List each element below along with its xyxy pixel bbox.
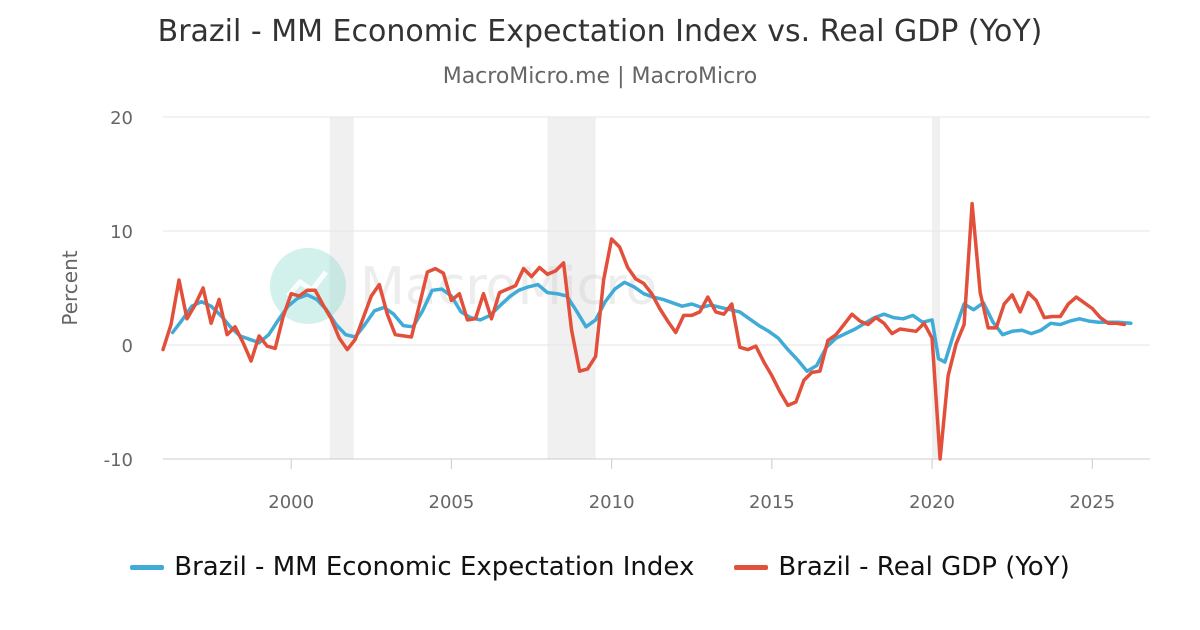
chart-subtitle: MacroMicro.me | MacroMicro [442, 64, 758, 89]
legend-swatch-blue [130, 564, 165, 570]
recession-band-2 [932, 117, 941, 459]
x-tick-label: 2010 [589, 492, 635, 513]
y-tick-label: 20 [110, 108, 133, 129]
y-tick-label: 10 [110, 222, 133, 243]
y-axis-label: Percent [58, 250, 82, 325]
legend-swatch-red [734, 564, 769, 570]
legend-label-expectation-index: Brazil - MM Economic Expectation Index [174, 552, 695, 582]
y-tick-label: 0 [122, 336, 133, 357]
x-tick-label: 2005 [429, 492, 475, 513]
recession-band-1 [547, 117, 596, 459]
legend-label-real-gdp: Brazil - Real GDP (YoY) [778, 552, 1070, 582]
chart-title: Brazil - MM Economic Expectation Index v… [157, 14, 1043, 49]
x-tick-label: 2015 [749, 492, 795, 513]
x-tick-label: 2000 [268, 492, 314, 513]
x-tick-label: 2020 [909, 492, 955, 513]
legend-item-expectation-index[interactable]: Brazil - MM Economic Expectation Index [130, 552, 694, 582]
y-tick-label: -10 [104, 450, 133, 471]
legend: Brazil - MM Economic Expectation Index B… [0, 552, 1200, 582]
legend-item-real-gdp[interactable]: Brazil - Real GDP (YoY) [734, 552, 1070, 582]
recession-band-0 [329, 117, 354, 459]
series-line-real-gdp[interactable] [161, 201, 1127, 461]
x-tick-label: 2025 [1069, 492, 1115, 513]
